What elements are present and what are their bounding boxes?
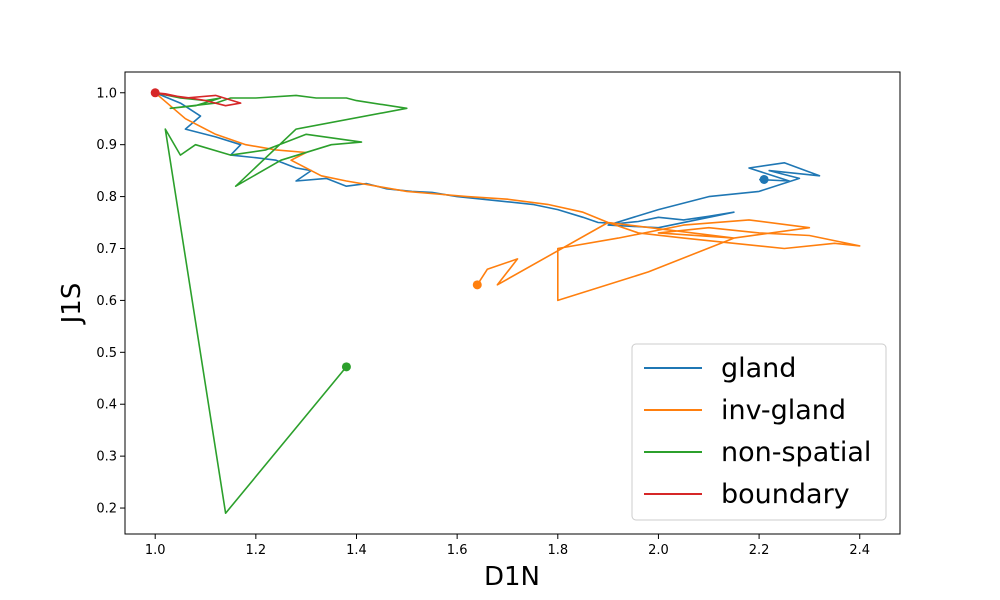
legend-label: non-spatial — [721, 437, 871, 468]
y-axis-ticks: 0.2 0.3 0.4 0.5 0.6 0.7 0.8 0.9 1.0 — [96, 86, 125, 517]
y-tick-label: 0.3 — [96, 450, 117, 465]
x-axis-title: D1N — [484, 562, 540, 592]
series-endpoint-gland — [759, 174, 769, 184]
y-tick-label: 1.0 — [96, 86, 117, 101]
legend-box — [631, 343, 887, 521]
x-tick-label: 1.8 — [547, 543, 568, 558]
x-tick-label: 1.2 — [246, 543, 267, 558]
x-axis-ticks: 1.0 1.2 1.4 1.6 1.8 2.0 2.2 2.4 — [145, 534, 870, 558]
series-line-boundary — [155, 92, 242, 107]
y-tick-label: 0.6 — [96, 294, 117, 309]
legend-label: gland — [721, 353, 796, 384]
legend-label: boundary — [721, 479, 850, 510]
x-tick-label: 2.2 — [749, 543, 770, 558]
x-tick-label: 1.0 — [145, 543, 166, 558]
series-line-non-spatial — [155, 92, 408, 515]
x-tick-label: 1.6 — [447, 543, 468, 558]
series-endpoint-non-spatial — [341, 362, 351, 372]
x-tick-label: 2.0 — [648, 543, 669, 558]
y-tick-label: 0.9 — [96, 138, 117, 153]
y-tick-label: 0.2 — [96, 502, 117, 517]
series-layer — [150, 88, 861, 515]
legend-label: inv-gland — [721, 395, 846, 426]
series-line-gland — [154, 92, 821, 229]
series-endpoint-boundary — [150, 88, 160, 98]
y-tick-label: 0.8 — [96, 190, 117, 205]
y-tick-label: 0.5 — [96, 346, 117, 361]
series-line-inv-gland — [154, 92, 861, 302]
x-tick-label: 2.4 — [849, 543, 870, 558]
series-endpoint-inv-gland — [472, 280, 482, 290]
x-tick-label: 1.4 — [346, 543, 367, 558]
y-axis-title: J1S — [57, 283, 87, 326]
plot-frame — [124, 71, 901, 535]
y-tick-label: 0.4 — [96, 398, 117, 413]
y-tick-label: 0.7 — [96, 242, 117, 257]
legend: gland inv-gland non-spatial boundary — [631, 343, 887, 521]
